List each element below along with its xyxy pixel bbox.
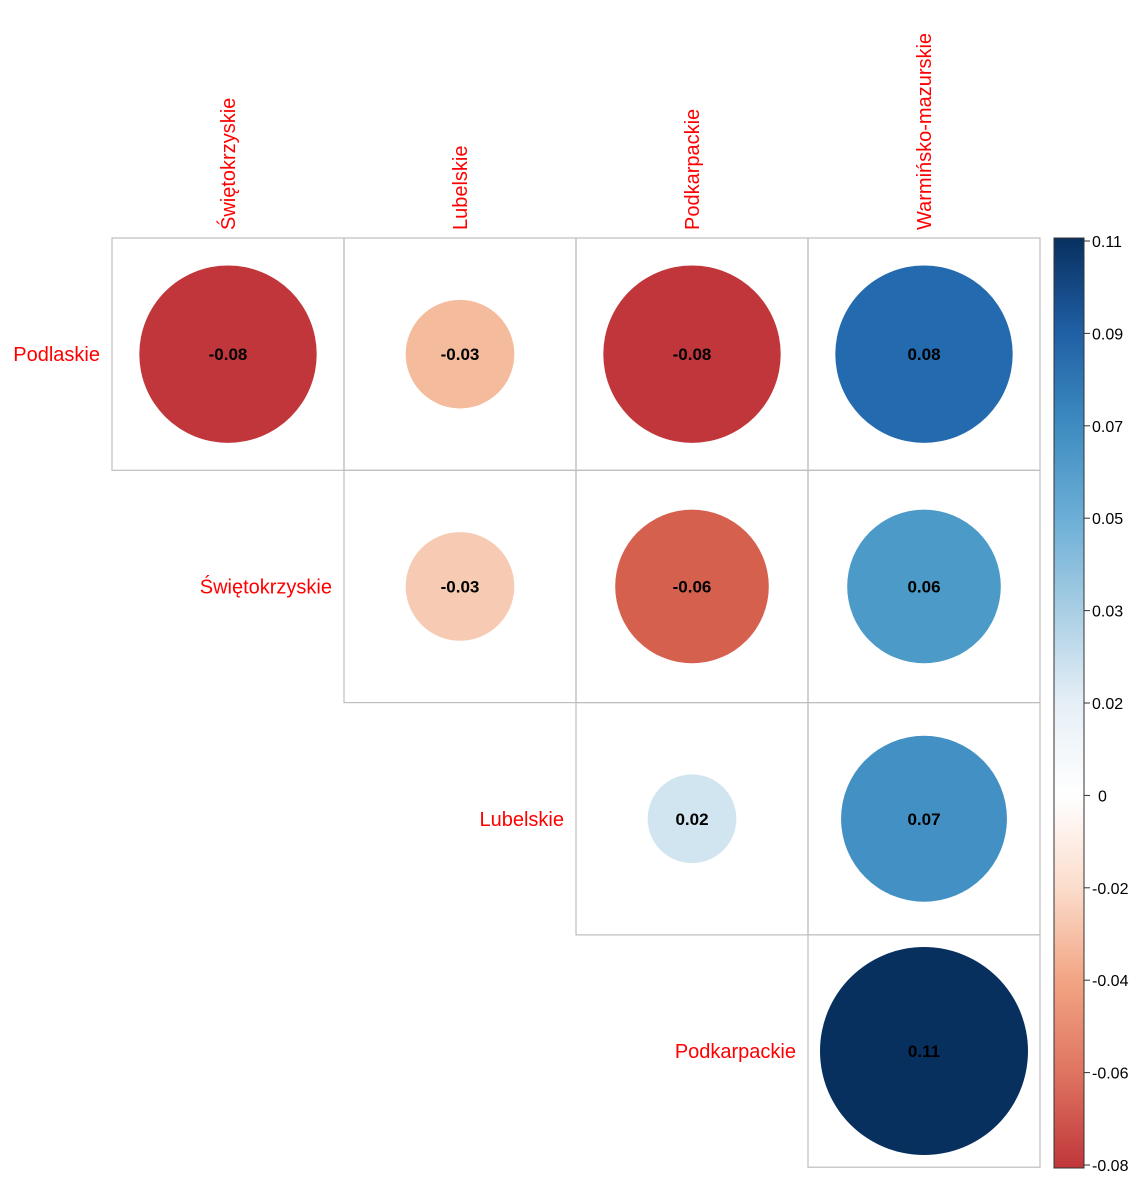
correlation-value: 0.08: [907, 345, 940, 364]
column-label: Lubelskie: [450, 145, 472, 230]
correlation-circle: [847, 509, 1001, 664]
colorbar-tick-label: -0.02: [1092, 881, 1129, 898]
row-label: Świętokrzyskie: [200, 574, 332, 598]
correlation-value: -0.08: [209, 345, 248, 364]
row-label: Lubelskie: [479, 809, 564, 831]
correlation-circle: [405, 532, 515, 641]
correlation-value: 0.02: [675, 810, 708, 829]
correlation-circle: [835, 265, 1013, 443]
row-label: Podkarpackie: [675, 1041, 796, 1063]
correlation-value: 0.06: [907, 577, 940, 596]
correlation-value: -0.03: [441, 345, 480, 364]
colorbar-tick-label: -0.06: [1092, 1066, 1129, 1083]
correlation-value: -0.08: [673, 345, 712, 364]
colorbar-tick-label: -0.08: [1092, 1158, 1129, 1175]
correlation-circle: [841, 735, 1007, 902]
grid-cell: [807, 934, 1041, 1168]
correlation-circle: [139, 265, 317, 443]
correlation-value: -0.06: [673, 577, 712, 596]
column-label: Podkarpackie: [682, 109, 704, 230]
colorbar-tick-label: 0.11: [1092, 234, 1122, 251]
correlation-circle: [405, 299, 515, 409]
row-label: Podlaskie: [13, 344, 100, 366]
correlation-value: 0.07: [907, 810, 940, 829]
colorbar-tick-label: 0.03: [1092, 604, 1123, 621]
colorbar-tick-label: 0.07: [1092, 419, 1123, 436]
correlation-circle: [615, 509, 769, 664]
colorbar: [1053, 237, 1085, 1169]
correlation-circle: [603, 265, 781, 443]
column-label: Świętokrzyskie: [216, 98, 240, 230]
colorbar-tick-label: 0.02: [1092, 696, 1123, 713]
colorbar-tick-label: 0.09: [1092, 326, 1123, 343]
correlation-circle: [820, 947, 1028, 1156]
correlation-value: -0.03: [441, 577, 480, 596]
correlation-circle: [647, 774, 737, 864]
correlation-value: 0.11: [908, 1042, 940, 1061]
colorbar-tick-label: -0.04: [1092, 973, 1129, 990]
colorbar-tick-label: 0.05: [1092, 511, 1123, 528]
column-label: Warmińsko-mazurskie: [914, 33, 936, 230]
colorbar-tick-label: 0: [1098, 788, 1107, 805]
